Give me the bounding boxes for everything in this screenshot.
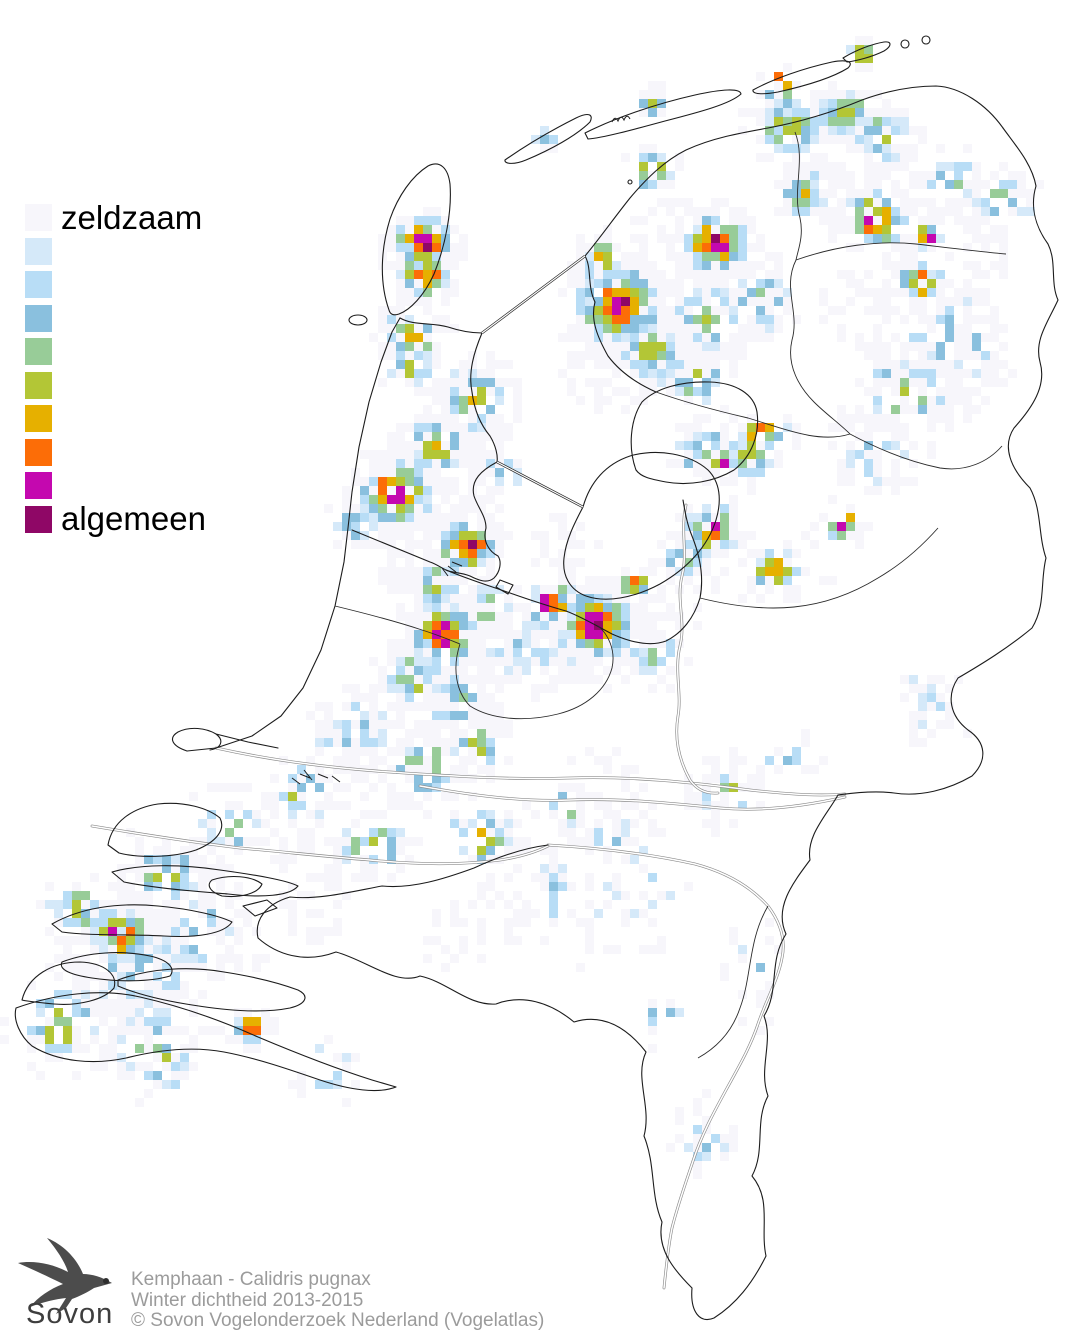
border-drenthe-overijssel — [849, 433, 1003, 470]
border-brabant-limburg — [697, 905, 769, 1059]
houtribdijk-inner — [496, 461, 584, 508]
haringvliet — [91, 825, 549, 865]
density-legend: zeldzaam algemeen — [25, 199, 245, 539]
dikes-layer — [481, 254, 586, 509]
zuid-beveland — [117, 968, 306, 1012]
caption-period: Winter dichtheid 2013-2015 — [131, 1289, 364, 1311]
river-maas — [546, 843, 785, 1290]
rottumeroog-islet — [921, 35, 931, 45]
caption-species: Kemphaan - Calidris pugnax — [131, 1269, 371, 1290]
terschelling-island — [584, 89, 742, 140]
legend-swatch — [25, 371, 52, 399]
schiermonnikoog-island — [842, 41, 891, 63]
border-drenthe-west — [790, 259, 851, 435]
goeree-overflakkee — [111, 865, 299, 897]
border-friesland-overijssel — [655, 391, 851, 438]
walcheren — [21, 961, 116, 1005]
rottumerplaat-islet — [900, 39, 910, 49]
german-border — [837, 127, 1059, 796]
terschelling-marsh-marks — [611, 115, 631, 123]
sovon-swallow-logo-icon — [18, 1238, 112, 1314]
legend-swatch — [25, 204, 52, 231]
river-lek — [215, 747, 846, 796]
randmeren-shore — [445, 499, 703, 645]
wadden-north-coast — [584, 85, 1004, 257]
coastline-layer — [14, 35, 1059, 1320]
friesland-west-coast — [584, 255, 657, 393]
amsterdam-city-marks — [441, 561, 463, 577]
sovon-logo-text: Sovon — [26, 1298, 114, 1330]
schouwen-duiveland — [51, 904, 233, 937]
maasvlakte-harbor — [171, 727, 279, 752]
border-utrecht — [455, 625, 614, 720]
province-borders-layer — [334, 131, 1007, 1059]
legend-swatch — [25, 472, 52, 499]
legend-swatch — [25, 438, 52, 466]
legend-swatch — [25, 405, 52, 432]
limburg-south-border — [256, 794, 839, 1320]
legend-label-common: algemeen — [61, 500, 206, 537]
west-coast — [186, 317, 401, 752]
map-caption: Kemphaan - Calidris pugnax Winter dichth… — [131, 1269, 545, 1332]
legend-swatch — [25, 505, 52, 533]
river-maas — [547, 844, 784, 1289]
legend-swatch — [25, 304, 52, 332]
griend-islet — [627, 179, 633, 185]
afsluitdijk-inner — [481, 255, 586, 334]
voorne-putten — [107, 802, 223, 857]
noordoostpolder — [630, 381, 759, 485]
noorderhaaks-islet — [348, 314, 368, 326]
border-groningen-friesland — [794, 131, 802, 261]
zeeuws-vlaanderen — [14, 992, 397, 1092]
ijsselmeer-west-coast — [351, 332, 501, 582]
tholen — [208, 875, 278, 917]
legend-swatch — [25, 237, 52, 265]
rivers-layer — [90, 503, 847, 1290]
north-holland-north-coast — [399, 317, 483, 334]
flevoland-polder — [563, 451, 720, 600]
ameland-island — [752, 60, 851, 95]
caption-copyright: © Sovon Vogelonderzoek Nederland (Vogela… — [131, 1310, 545, 1331]
legend-label-rare: zeldzaam — [61, 199, 203, 236]
marken-islet — [495, 579, 514, 595]
legend-swatch — [25, 338, 52, 365]
rotterdam-city-marks — [291, 769, 341, 785]
texel-island — [381, 163, 451, 316]
vlieland-island — [504, 113, 592, 164]
river-waal — [419, 785, 846, 810]
border-overijssel-gelderland — [699, 527, 939, 609]
border-nh-zh — [334, 605, 461, 645]
noord-beveland — [60, 952, 173, 982]
border-drenthe-north — [795, 242, 1007, 261]
legend-swatch — [25, 271, 52, 298]
